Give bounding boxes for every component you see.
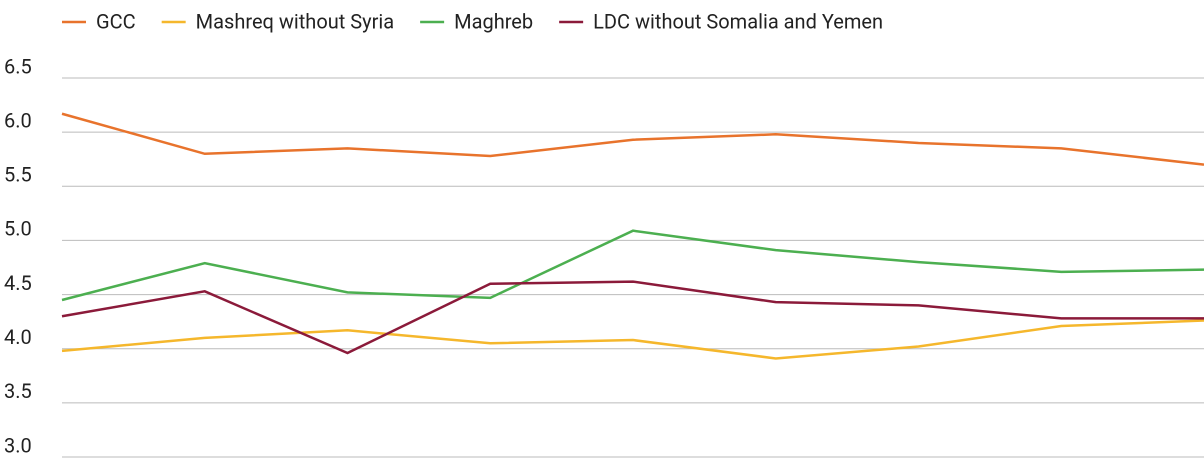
y-tick-label: 6.5 — [4, 54, 32, 78]
series-line — [61, 280, 1204, 355]
y-tick-label: 4.0 — [4, 325, 32, 349]
series-line — [61, 319, 1204, 360]
y-tick-label: 5.5 — [4, 163, 32, 187]
y-tick-label: 4.5 — [4, 271, 32, 295]
y-tick-label: 3.0 — [4, 433, 32, 457]
series-line — [61, 229, 1204, 302]
legend-label: GCC — [96, 9, 136, 33]
legend-label: LDC without Somalia and Yemen — [593, 9, 883, 33]
y-tick-label: 3.5 — [4, 379, 32, 403]
legend-label: Maghreb — [454, 9, 533, 33]
y-tick-label: 6.0 — [4, 108, 32, 132]
y-tick-label: 5.0 — [4, 217, 32, 241]
legend-label: Mashreq without Syria — [196, 9, 394, 33]
series-line — [61, 112, 1204, 166]
